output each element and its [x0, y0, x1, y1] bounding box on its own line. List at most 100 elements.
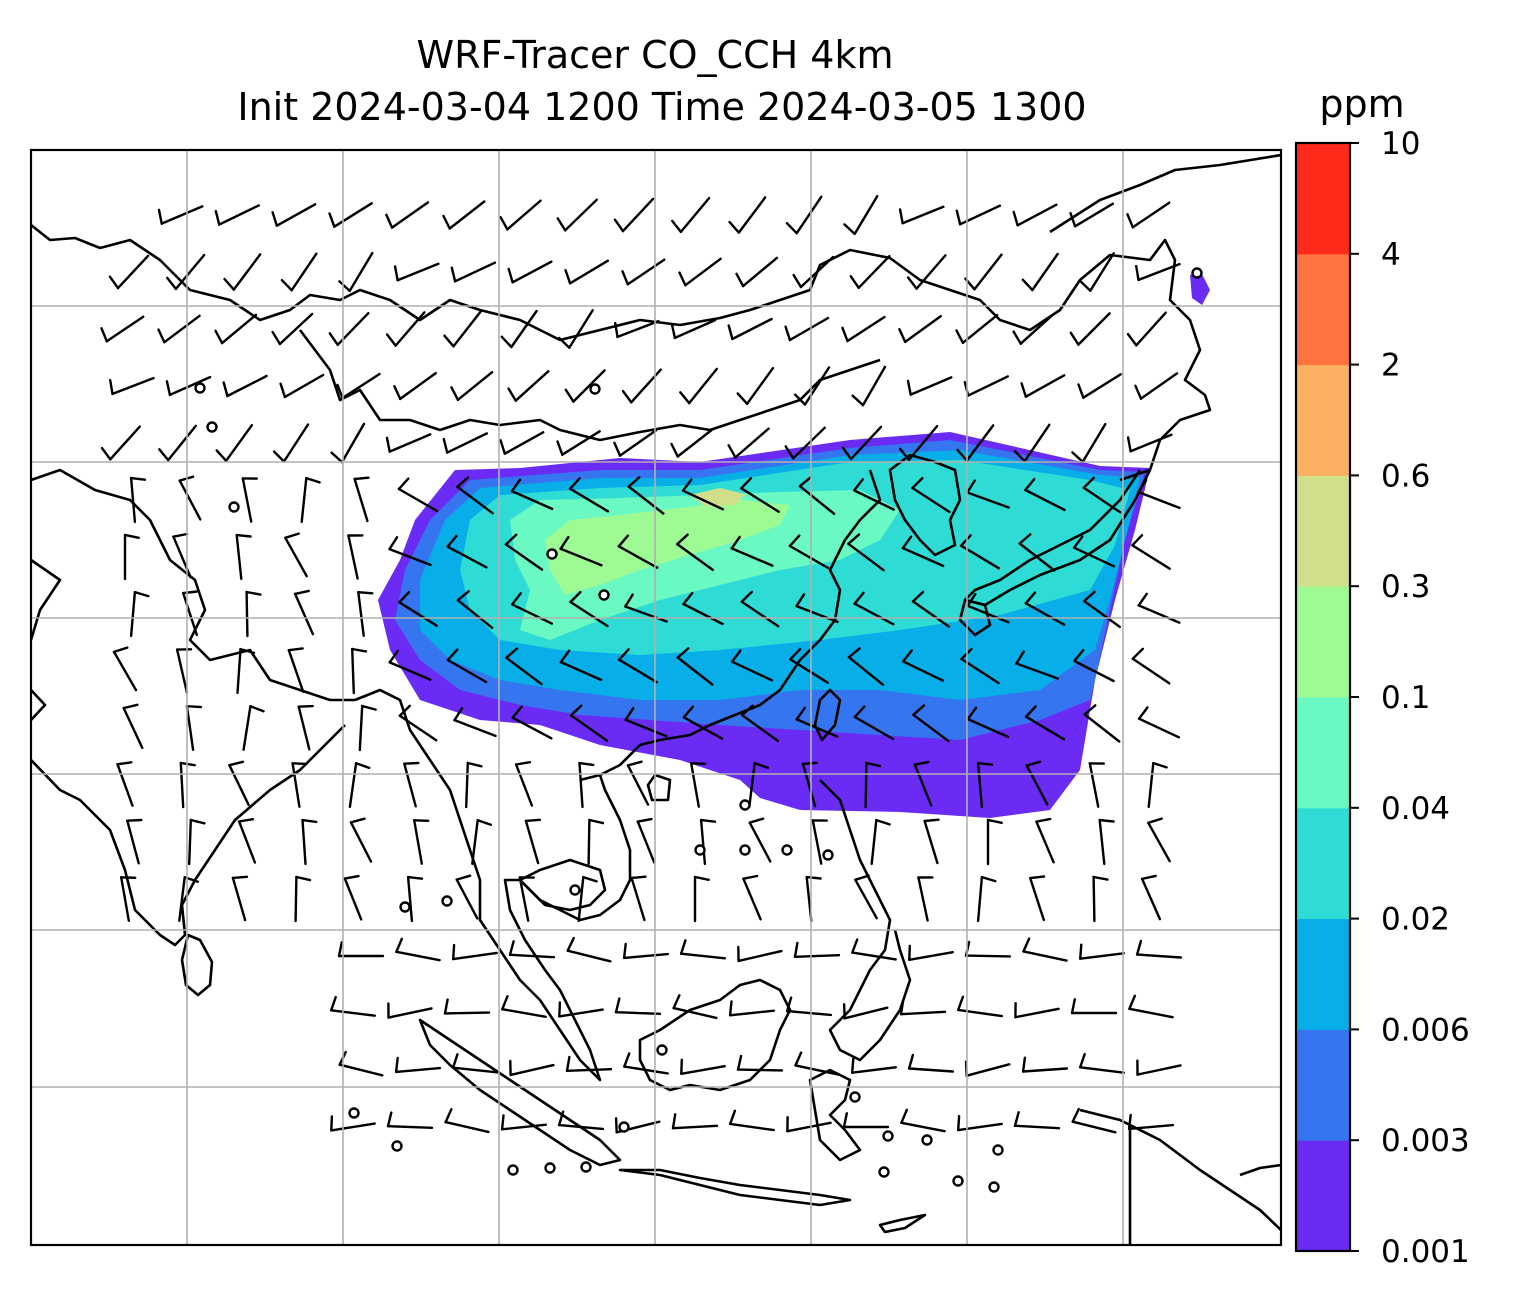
- wind-barb-shaft: [1016, 203, 1058, 227]
- wind-barb-tick: [729, 1109, 737, 1126]
- colorbar-tick-label: 0.003: [1381, 1123, 1470, 1159]
- wind-barb-shaft: [241, 477, 253, 523]
- wind-barb-shaft: [129, 590, 137, 638]
- wind-barb-tick: [223, 277, 236, 291]
- wind-barb-tick: [157, 208, 163, 225]
- coastline-australia-top: [1239, 1163, 1281, 1177]
- wind-barb-tick: [682, 591, 694, 606]
- calm-wind-circle: [921, 1134, 933, 1146]
- wind-barb-shaft: [1128, 1007, 1174, 1019]
- wind-barb-tick: [793, 941, 799, 958]
- wind-barb-tick: [795, 593, 806, 608]
- wind-barb-tick: [1137, 479, 1148, 494]
- colorbar: ppm 0.001 0.003 0.006 0.02 0.04 0.1 0.3 0.6 2 4 10: [1294, 82, 1470, 1270]
- wind-barb-shaft: [511, 716, 553, 740]
- wind-barb-tick: [351, 647, 368, 653]
- wind-barb-tick: [614, 997, 621, 1014]
- wind-barb-tick: [911, 476, 924, 490]
- wind-barb-shaft: [399, 371, 437, 401]
- wind-barb-tick: [636, 817, 653, 823]
- wind-barb-tick: [1021, 278, 1034, 292]
- wind-barb-shaft: [338, 1063, 384, 1077]
- wind-barb-shaft: [748, 762, 756, 808]
- wind-barb-tick: [728, 1000, 733, 1017]
- wind-barb-shaft: [976, 761, 984, 809]
- wind-barb-tick: [728, 220, 740, 234]
- wind-barb-tick: [564, 268, 572, 285]
- wind-barb-shaft: [236, 647, 242, 695]
- wind-barb-shaft: [854, 878, 878, 920]
- wind-barb-shaft: [559, 660, 603, 682]
- wind-barb-shaft: [163, 314, 201, 344]
- wind-barb-shaft: [737, 196, 767, 234]
- coastline-new-guinea: [1079, 1108, 1281, 1245]
- wind-barb-shaft: [624, 605, 668, 623]
- title-line2: Init 2024-03-04 1200 Time 2024-03-05 130…: [237, 85, 1086, 129]
- wind-barb-shaft: [901, 546, 945, 568]
- wind-barb-shaft: [614, 1011, 662, 1015]
- wind-barb-tick: [291, 762, 308, 766]
- wind-barb-shaft: [111, 376, 155, 396]
- calm-wind-circle: [739, 799, 751, 811]
- wind-barb-shaft: [736, 1068, 784, 1072]
- wind-barb-tick: [681, 478, 693, 492]
- wind-barb-tick: [899, 447, 911, 462]
- wind-barb-shaft: [1098, 818, 1106, 866]
- wind-barb-tick: [559, 535, 570, 550]
- wind-barb-shaft: [861, 365, 887, 407]
- wind-barb-tick: [301, 818, 318, 824]
- wind-barb-shaft: [966, 717, 1010, 739]
- wind-barb-shaft: [566, 949, 612, 963]
- wind-barb-tick: [795, 706, 806, 721]
- wind-barb-shaft: [798, 485, 836, 515]
- wind-barb-tick: [966, 592, 977, 607]
- wind-barb-tick: [1152, 761, 1168, 769]
- wind-barb-shaft: [297, 705, 311, 751]
- wind-barb-shaft: [510, 309, 538, 349]
- colorbar-block-1: [1296, 1029, 1350, 1141]
- wind-barb-shaft: [168, 375, 212, 397]
- colorbar-block-3: [1296, 807, 1350, 920]
- calm-wind-circle: [656, 1044, 668, 1056]
- colorbar-tick-label: 0.1: [1381, 680, 1430, 716]
- wind-barb-tick: [678, 271, 687, 287]
- wind-barb-tick: [508, 940, 515, 956]
- wind-barb-tick: [1024, 705, 1037, 718]
- wind-barb-shaft: [1137, 490, 1181, 510]
- wind-barb-tick: [393, 265, 399, 282]
- wind-barb-tick: [398, 591, 411, 604]
- wind-barb-shaft: [909, 376, 953, 396]
- wind-barb-tick: [898, 328, 907, 344]
- wind-barb-tick: [357, 591, 374, 595]
- wind-barb-tick: [690, 762, 707, 765]
- wind-barb-tick: [748, 817, 765, 824]
- wind-barb-tick: [699, 818, 717, 823]
- wind-barb-tick: [1012, 210, 1019, 227]
- wind-barb-shaft: [957, 1008, 1003, 1018]
- wind-barb-tick: [913, 760, 930, 766]
- wind-barb-tick: [727, 324, 734, 341]
- wind-barb-tick: [957, 995, 965, 1012]
- colorbar-tick-label: 0.3: [1381, 569, 1430, 605]
- coastline-philippines: [819, 779, 912, 1062]
- wind-barb-shaft: [682, 602, 724, 626]
- wind-barb-shaft: [741, 256, 779, 288]
- wind-barb-shaft: [343, 877, 363, 921]
- wind-barb-shaft: [1021, 1067, 1069, 1073]
- wind-barb-shaft: [737, 949, 783, 963]
- wind-barb-shaft: [508, 953, 556, 959]
- wind-barb-tick: [393, 385, 402, 401]
- wind-barb-shaft: [568, 259, 610, 285]
- wind-barb-tick: [189, 818, 206, 825]
- wind-barb-shaft: [1140, 877, 1162, 921]
- wind-barb-tick: [214, 329, 224, 345]
- wind-barbs: [100, 194, 1183, 1134]
- wind-barb-shaft: [471, 819, 479, 865]
- wind-barb-shaft: [1014, 1007, 1060, 1019]
- wind-barb-shaft: [413, 819, 423, 865]
- wind-barb-tick: [569, 704, 583, 717]
- wind-barb-shaft: [175, 648, 189, 694]
- wind-barb-tick: [450, 386, 460, 401]
- wind-barb-shaft: [577, 875, 585, 923]
